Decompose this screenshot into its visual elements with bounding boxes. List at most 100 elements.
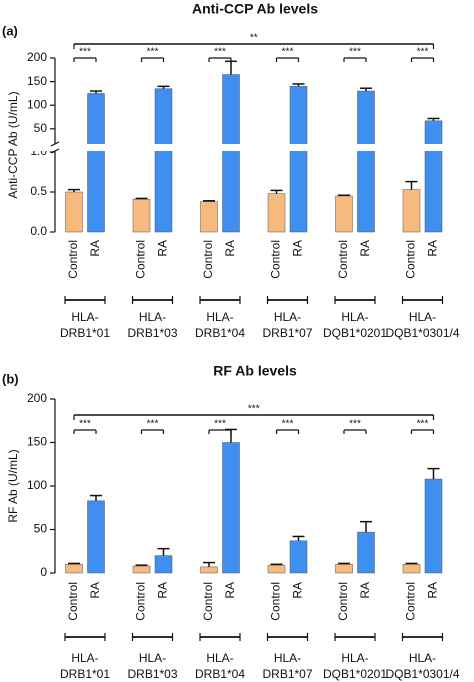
error-bar bbox=[338, 562, 350, 565]
group-label: HLA- bbox=[139, 310, 166, 324]
x-tick-label: RA bbox=[426, 240, 440, 257]
y-tick-label: 100 bbox=[27, 478, 47, 492]
bar bbox=[65, 564, 83, 574]
x-tick-label: Control bbox=[201, 582, 215, 621]
bar bbox=[357, 531, 375, 574]
group-label: HLA- bbox=[71, 651, 98, 665]
bar bbox=[132, 198, 151, 233]
sig-label: *** bbox=[147, 419, 159, 430]
bar bbox=[132, 565, 151, 574]
error-bar bbox=[157, 547, 170, 556]
x-tick-label: Control bbox=[404, 240, 418, 279]
y-tick-label: 0 bbox=[40, 565, 47, 579]
chart-title: RF Ab levels bbox=[213, 363, 297, 379]
x-tick-label: RA bbox=[291, 582, 305, 599]
y-tick-label: 100 bbox=[27, 97, 47, 111]
sig-label: *** bbox=[214, 47, 226, 58]
sig-label: *** bbox=[282, 47, 294, 58]
axis-break bbox=[30, 144, 450, 151]
error-bar bbox=[360, 87, 372, 92]
bar bbox=[65, 191, 83, 233]
sig-label: *** bbox=[79, 419, 91, 430]
x-tick-label: Control bbox=[66, 582, 80, 621]
group-label: HLA- bbox=[139, 651, 166, 665]
error-bar bbox=[405, 180, 418, 190]
x-tick-label: RA bbox=[88, 240, 102, 257]
error-bar bbox=[203, 561, 215, 567]
group-label: DRB1*04 bbox=[195, 667, 245, 681]
bar bbox=[289, 540, 308, 574]
group-label: DRB1*01 bbox=[60, 667, 110, 681]
group-label: DRB1*07 bbox=[262, 326, 312, 340]
bar bbox=[87, 93, 105, 233]
group-label: DQB1*0201 bbox=[323, 326, 387, 340]
sig-label: *** bbox=[417, 419, 429, 430]
break-mark bbox=[50, 148, 60, 154]
sig-label: *** bbox=[214, 419, 226, 430]
panel-label: (a) bbox=[2, 23, 18, 38]
y-tick-label: 0.5 bbox=[30, 184, 47, 198]
group-label: DRB1*03 bbox=[127, 667, 177, 681]
x-tick-label: RA bbox=[358, 582, 372, 599]
group-label: DRB1*03 bbox=[127, 326, 177, 340]
y-tick-label: 50 bbox=[34, 121, 48, 135]
error-bar bbox=[68, 562, 80, 565]
x-tick-label: RA bbox=[156, 582, 170, 599]
chart-title: Anti-CCP Ab levels bbox=[192, 1, 318, 17]
x-tick-label: RA bbox=[88, 582, 102, 599]
error-bar bbox=[225, 60, 237, 75]
group-label: HLA- bbox=[206, 310, 233, 324]
sig-label: *** bbox=[79, 47, 91, 58]
x-tick-label: RA bbox=[426, 582, 440, 599]
panel-label: (b) bbox=[2, 371, 19, 386]
bar bbox=[402, 564, 421, 574]
bar bbox=[222, 74, 240, 233]
y-axis-label: Anti-CCP Ab (U/mL) bbox=[6, 91, 20, 198]
x-tick-label: RA bbox=[223, 582, 237, 599]
group-label: DQB1*0201 bbox=[323, 667, 387, 681]
y-tick-label: 150 bbox=[27, 435, 47, 449]
group-label: DQB1*0301/4 bbox=[385, 667, 459, 681]
error-bar bbox=[135, 197, 148, 200]
bar bbox=[424, 120, 443, 233]
error-bar bbox=[292, 535, 305, 541]
error-bar bbox=[270, 189, 283, 194]
group-label: HLA- bbox=[71, 310, 98, 324]
bar bbox=[87, 500, 105, 574]
error-bar bbox=[292, 83, 305, 87]
error-bar bbox=[338, 194, 350, 196]
bar bbox=[335, 564, 353, 574]
error-bar bbox=[427, 117, 440, 121]
bar bbox=[424, 478, 443, 574]
x-tick-label: Control bbox=[269, 240, 283, 279]
bar bbox=[200, 201, 218, 233]
group-label: HLA- bbox=[409, 310, 436, 324]
x-tick-label: RA bbox=[291, 240, 305, 257]
bar bbox=[200, 566, 218, 574]
group-label: HLA- bbox=[274, 310, 301, 324]
sig-label: *** bbox=[349, 419, 361, 430]
x-tick-label: Control bbox=[404, 582, 418, 621]
bar bbox=[289, 86, 308, 233]
x-tick-label: Control bbox=[134, 582, 148, 621]
sig-label: *** bbox=[417, 47, 429, 58]
group-label: DQB1*0301/4 bbox=[385, 326, 459, 340]
overall-sig-label: *** bbox=[248, 404, 260, 415]
error-bar bbox=[203, 200, 215, 202]
x-tick-label: Control bbox=[336, 582, 350, 621]
y-axis-label: RF Ab (U/mL) bbox=[6, 449, 20, 522]
group-label: HLA- bbox=[274, 651, 301, 665]
group-label: HLA- bbox=[409, 651, 436, 665]
x-tick-label: RA bbox=[358, 240, 372, 257]
y-tick-label: 200 bbox=[27, 391, 47, 405]
sig-label: *** bbox=[282, 419, 294, 430]
group-label: DRB1*04 bbox=[195, 326, 245, 340]
x-tick-label: RA bbox=[156, 240, 170, 257]
group-label: DRB1*07 bbox=[262, 667, 312, 681]
error-bar bbox=[270, 563, 283, 566]
group-label: HLA- bbox=[341, 310, 368, 324]
group-label: DRB1*01 bbox=[60, 326, 110, 340]
group-label: HLA- bbox=[206, 651, 233, 665]
bar bbox=[267, 564, 286, 574]
